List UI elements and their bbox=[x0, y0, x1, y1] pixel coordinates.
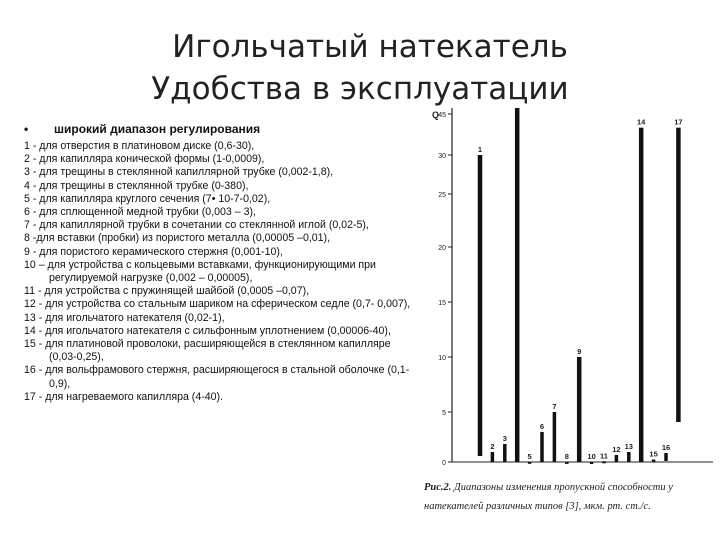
list-item: 8 -для вставки (пробки) из пористого мет… bbox=[24, 232, 331, 245]
bar-label: 1 bbox=[478, 145, 482, 154]
range-bar bbox=[676, 127, 681, 423]
bar-label: 10 bbox=[587, 452, 595, 461]
list-item: 2 - для капилляра конической формы (1-0,… bbox=[24, 153, 265, 166]
list-item: 5 - для капилляра круглого сечения (7• 1… bbox=[24, 192, 271, 205]
bar-label: 7 bbox=[552, 402, 556, 411]
range-bar bbox=[477, 155, 483, 456]
list-item: 12 - для устройства со стальным шариком … bbox=[24, 298, 411, 311]
list-item: 1 - для отверстия в платиновом диске (0,… bbox=[24, 140, 255, 152]
caption-text: Диапазоны изменения пропускной способнос… bbox=[424, 482, 673, 512]
range-bar bbox=[576, 357, 582, 462]
list-item: 10 – для устройства с кольцевыми вставка… bbox=[24, 258, 376, 285]
bar-label: 13 bbox=[625, 442, 633, 451]
bar-label: 14 bbox=[637, 118, 646, 127]
list-item: 13 - для игольчатого натекателя (0,02-1)… bbox=[24, 311, 225, 324]
list-item: 3 - для трещины в стеклянной капиллярной… bbox=[24, 166, 334, 179]
bar-label: 6 bbox=[540, 422, 544, 431]
list-item: 6 - для сплющенной медной трубки (0,003 … bbox=[24, 206, 256, 219]
bar-label: 3 bbox=[503, 434, 507, 443]
slide-title-line1: Игольчатый натекатель bbox=[172, 29, 568, 65]
list-item: 9 - для пористого керамического стержня … bbox=[24, 245, 283, 258]
y-tick-label: 10 bbox=[438, 355, 446, 362]
y-tick-label: 20 bbox=[438, 245, 446, 252]
list-item: 11 - для устройства с пружинящей шайбой … bbox=[24, 285, 310, 298]
bar-label: 12 bbox=[612, 445, 620, 454]
bar-label: 9 bbox=[577, 347, 581, 356]
range-bar bbox=[664, 453, 668, 461]
figure-caption: Рис.2. Диапазоны изменения пропускной сп… bbox=[424, 478, 718, 516]
range-bar bbox=[552, 412, 557, 462]
slide-title-line2: Удобства в эксплуатации bbox=[151, 71, 569, 107]
bar-label: 11 bbox=[600, 451, 608, 460]
bullet-heading-row: • широкий диапазон регулирования bbox=[24, 122, 260, 136]
range-bar bbox=[638, 127, 644, 462]
y-tick-label: 30 bbox=[438, 153, 446, 160]
range-bar bbox=[514, 108, 520, 462]
y-tick-label: 5 bbox=[442, 410, 446, 417]
range-bar bbox=[540, 432, 544, 462]
list-item: 7 - для капиллярной трубки в сочетании с… bbox=[24, 219, 369, 232]
range-chart: Q051015202530453801234567891011121314151… bbox=[432, 108, 713, 467]
bar-label: 5 bbox=[528, 452, 532, 461]
y-tick-label: 25 bbox=[438, 192, 446, 199]
bar-label: 16 bbox=[662, 443, 670, 452]
range-bar bbox=[614, 455, 619, 462]
caption-label: Рис.2. bbox=[424, 482, 452, 493]
range-bar bbox=[602, 461, 606, 464]
y-tick-label: 45 bbox=[438, 112, 446, 119]
bullet-dot: • bbox=[24, 122, 29, 136]
range-bar bbox=[503, 444, 507, 462]
list-item: 16 - для вольфрамового стержня, расширяю… bbox=[24, 364, 410, 390]
range-bar bbox=[527, 461, 532, 464]
list-item: 4 - для трещины в стеклянной трубке (0-3… bbox=[24, 179, 249, 192]
range-list: 1 - для отверстия в платиновом диске (0,… bbox=[24, 140, 419, 404]
list-item: 17 - для нагреваемого капилляра (4-40). bbox=[24, 390, 224, 403]
list-item: 14 - для игольчатого натекателя с сильфо… bbox=[24, 324, 391, 337]
range-bar bbox=[490, 452, 495, 462]
range-bar bbox=[589, 461, 594, 464]
bar-label: 17 bbox=[674, 118, 682, 127]
range-bar bbox=[651, 459, 656, 462]
bar-label: 8 bbox=[565, 452, 569, 461]
bullet-heading: широкий диапазон регулирования bbox=[54, 122, 261, 136]
list-item: 15 - для платиновой проволоки, расширяющ… bbox=[24, 338, 391, 364]
bar-label: 2 bbox=[490, 442, 494, 451]
y-tick-label: 0 bbox=[442, 460, 446, 467]
bar-label: 15 bbox=[649, 450, 657, 459]
y-tick-label: 15 bbox=[438, 300, 446, 307]
y-axis-label: Q bbox=[432, 110, 439, 120]
range-bar bbox=[627, 452, 631, 462]
range-bar bbox=[565, 461, 569, 464]
